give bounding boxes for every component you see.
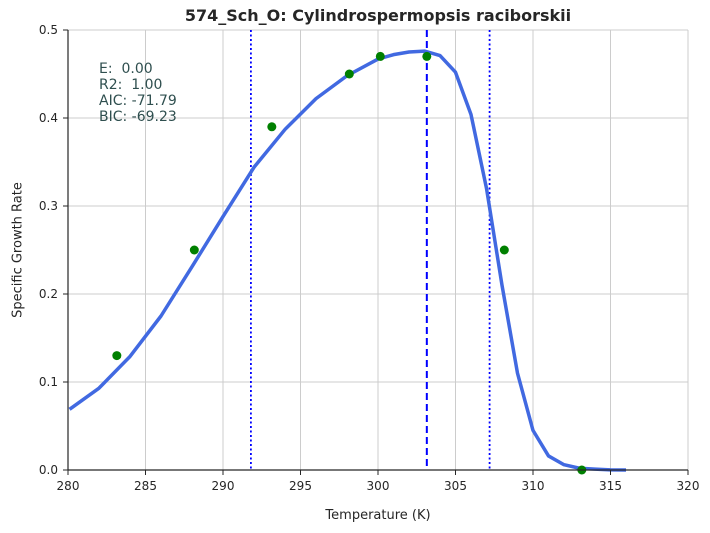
tick-labels: 280 285 290 295 300 305 310 315 320 0.0 0.1 0.2 0.3 0… xyxy=(39,23,700,493)
data-point xyxy=(499,245,509,255)
data-point xyxy=(344,69,354,79)
stat-e: E: 0.00 xyxy=(99,61,153,77)
x-tick-label: 315 xyxy=(599,479,622,493)
y-tick-label: 0.3 xyxy=(39,199,58,213)
y-tick-label: 0.2 xyxy=(39,287,58,301)
axes xyxy=(63,29,689,475)
stat-bic: BIC: -69.23 xyxy=(99,109,177,125)
x-tick-label: 300 xyxy=(367,479,390,493)
x-tick-label: 295 xyxy=(289,479,312,493)
reference-lines xyxy=(249,30,491,470)
x-tick-label: 320 xyxy=(677,479,700,493)
data-point xyxy=(375,51,385,61)
stat-aic: AIC: -71.79 xyxy=(99,93,177,109)
y-tick-label: 0.1 xyxy=(39,375,58,389)
data-point xyxy=(189,245,199,255)
stat-r2: R2: 1.00 xyxy=(99,77,163,93)
y-axis-label: Specific Growth Rate xyxy=(10,182,26,318)
y-tick-label: 0.5 xyxy=(39,23,58,37)
y-tick-label: 0.4 xyxy=(39,111,58,125)
fitted-curve xyxy=(68,49,627,472)
y-tick-label: 0.0 xyxy=(39,463,58,477)
observed-points xyxy=(112,51,587,475)
data-point xyxy=(112,351,122,361)
data-point xyxy=(422,51,432,61)
data-point xyxy=(267,122,277,132)
fit-statistics: E: 0.00 R2: 1.00 AIC: -71.79 BIC: -69.23 xyxy=(99,61,177,125)
x-tick-label: 310 xyxy=(522,479,545,493)
x-tick-label: 285 xyxy=(134,479,157,493)
x-tick-label: 305 xyxy=(444,479,467,493)
x-tick-label: 280 xyxy=(57,479,80,493)
x-axis-label: Temperature (K) xyxy=(325,508,431,523)
chart-title: 574_Sch_O: Cylindrospermopsis raciborski… xyxy=(184,6,572,25)
grid-lines xyxy=(67,29,689,471)
x-tick-label: 290 xyxy=(212,479,235,493)
